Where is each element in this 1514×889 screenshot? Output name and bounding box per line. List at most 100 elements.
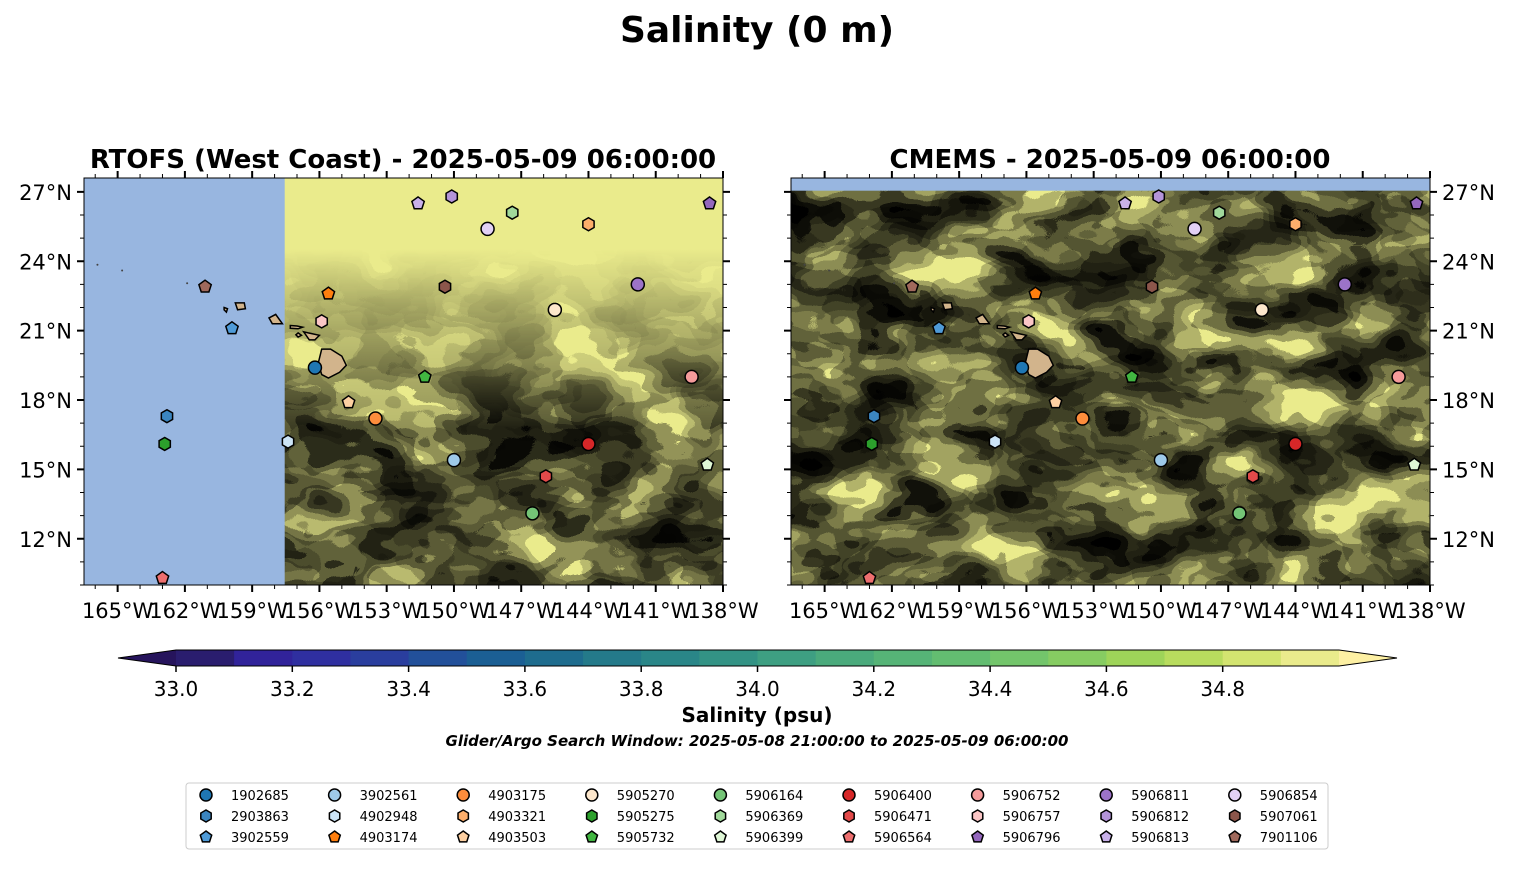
x-tick-label: 147°W: [1193, 599, 1265, 623]
legend-marker-5906164: [713, 788, 728, 802]
island-shape: [974, 313, 991, 325]
island-shape: [301, 330, 321, 341]
island-shape: [996, 324, 1013, 330]
legend-label: 5906399: [745, 831, 803, 846]
float-marker-5906369: [505, 205, 519, 221]
islet-mark: [893, 282, 896, 285]
legend-label: 7901106: [1260, 831, 1318, 846]
legend-marker-3902559: [199, 830, 213, 843]
legend-marker-5906369: [714, 809, 727, 823]
rtofs-float-markers: [155, 189, 717, 585]
legend-label: 5906564: [874, 831, 932, 846]
colorbar-segment: [815, 650, 875, 666]
float-marker-5907061: [438, 279, 452, 295]
legend-label: 5906813: [1131, 831, 1189, 846]
legend-label: 1902685: [231, 789, 289, 804]
legend-label: 3902561: [360, 789, 418, 804]
legend-label: 5906854: [1260, 789, 1318, 804]
float-marker-5906811: [1337, 277, 1353, 292]
colorbar-segment: [176, 650, 235, 666]
legend-marker-5906399: [713, 830, 727, 843]
islet-mark: [803, 263, 806, 266]
float-marker-5906564: [862, 570, 877, 585]
float-marker-5906399: [700, 457, 715, 471]
legend-label: 4903321: [488, 810, 546, 825]
float-marker-5905270: [547, 302, 563, 318]
islet-mark: [828, 269, 831, 272]
x-tick-label: 165°W: [789, 599, 861, 623]
colorbar-segment: [1222, 650, 1282, 666]
legend-marker-4903174: [328, 830, 342, 843]
colorbar-segment: [408, 650, 468, 666]
float-marker-5906796: [1409, 196, 1424, 210]
colorbar-tick-label: 33.6: [503, 677, 548, 701]
float-marker-7901106: [198, 279, 213, 293]
float-marker-5905275: [865, 436, 879, 452]
colorbar-segment: [583, 650, 642, 666]
colorbar: 33.0 33.2 33.4 33.6 33.8 34.0 34.2 34.4 34.6 34.8: [117, 649, 1398, 701]
y-tick-label: 21°N: [19, 320, 72, 344]
islet-mark: [186, 282, 189, 285]
float-marker-1902685: [307, 360, 323, 375]
y-tick-label: 24°N: [1442, 250, 1495, 274]
x-tick-label: 156°W: [991, 599, 1063, 623]
x-tick-label: 156°W: [284, 599, 356, 623]
legend-marker-5907061: [1228, 809, 1241, 823]
float-marker-5906471: [539, 468, 553, 484]
float-marker-5906813: [411, 196, 426, 210]
legend-marker-1902685: [199, 788, 213, 802]
x-tick-label: 153°W: [1058, 599, 1130, 623]
float-marker-5906854: [1187, 221, 1202, 237]
float-marker-3902561: [446, 452, 462, 468]
rtofs-x-axis: 165°W162°W159°W156°W153°W150°W147°W144°W…: [82, 171, 759, 623]
colorbar-tick-label: 34.4: [968, 677, 1013, 701]
legend-label: 5905275: [617, 810, 675, 825]
y-tick-label: 18°N: [19, 389, 72, 413]
float-marker-3902561: [1153, 452, 1169, 468]
colorbar-tick-label: 33.2: [270, 677, 315, 701]
y-tick-label: 12°N: [1442, 528, 1495, 552]
search-window-caption: Glider/Argo Search Window: 2025-05-08 21…: [446, 732, 1069, 750]
colorbar-segment: [524, 650, 584, 666]
x-tick-label: 150°W: [418, 599, 490, 623]
float-marker-2903863: [867, 408, 881, 424]
legend-label: 4903174: [360, 831, 418, 846]
float-marker-4903503: [1048, 394, 1063, 409]
colorbar-segment: [931, 650, 991, 666]
figure-title: Salinity (0 m): [620, 10, 894, 51]
y-tick-label: 21°N: [1442, 320, 1495, 344]
x-tick-label: 159°W: [923, 599, 995, 623]
legend-label: 5905732: [617, 831, 675, 846]
float-marker-5906796: [702, 196, 717, 210]
legend-marker-5905732: [585, 830, 599, 843]
y-tick-label: 18°N: [1442, 389, 1495, 413]
legend-marker-5906812: [1100, 809, 1113, 823]
float-marker-5906813: [1118, 196, 1133, 210]
float-marker-4902948: [988, 434, 1002, 449]
x-tick-label: 141°W: [1327, 599, 1399, 623]
colorbar-tick-label: 34.2: [852, 677, 897, 701]
legend-marker-3902561: [327, 788, 342, 802]
legend-marker-5906813: [1099, 830, 1113, 843]
legend-marker-5906854: [1228, 788, 1242, 802]
float-marker-5906752: [684, 369, 699, 385]
float-marker-5905732: [1124, 369, 1139, 383]
legend-label: 5906796: [1003, 831, 1061, 846]
x-tick-label: 138°W: [687, 599, 759, 623]
colorbar-segment: [641, 650, 700, 666]
float-marker-2903863: [160, 408, 174, 424]
colorbar-tick-label: 33.8: [619, 677, 664, 701]
float-marker-4902948: [281, 434, 295, 449]
float-marker-5905732: [417, 369, 432, 383]
float-marker-5906757: [315, 314, 329, 329]
x-tick-label: 138°W: [1394, 599, 1466, 623]
x-tick-label: 147°W: [486, 599, 558, 623]
float-marker-5906399: [1407, 457, 1422, 471]
float-marker-5906812: [1152, 189, 1166, 204]
legend-label: 5906369: [745, 810, 803, 825]
colorbar-under-arrow: [118, 650, 176, 666]
colorbar-segment: [1106, 650, 1166, 666]
legend-label: 5907061: [1260, 810, 1318, 825]
cmems-panel-title: CMEMS - 2025-05-09 06:00:00: [890, 145, 1331, 175]
